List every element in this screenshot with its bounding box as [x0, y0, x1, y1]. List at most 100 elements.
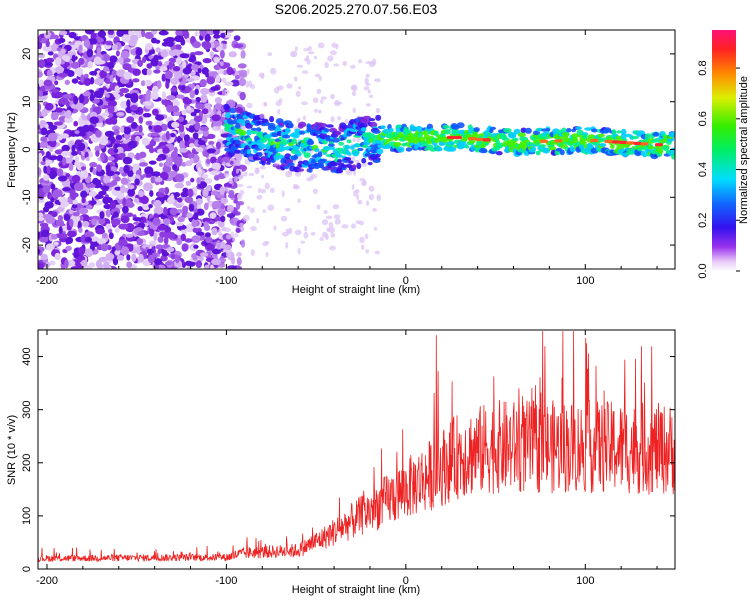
spectrogram-noise-blob: [220, 215, 226, 223]
spectrogram-noise-blob: [214, 97, 222, 104]
spectrogram-noise-blob: [69, 219, 74, 227]
spectrogram-noise-blob: [68, 209, 74, 215]
spectrogram-noise-blob: [148, 160, 157, 165]
spectrogram-noise-blob: [353, 189, 358, 197]
spectrogram-noise-blob: [368, 185, 375, 192]
colorbar-tick-label: 0.6: [697, 111, 709, 126]
spectrogram-noise-blob: [320, 96, 327, 100]
spectrogram-noise-blob: [149, 92, 159, 100]
spectrogram-noise-blob: [341, 224, 349, 229]
spectrogram-noise-blob: [227, 265, 237, 269]
spectrogram-noise-blob: [168, 61, 174, 70]
spectrogram-noise-blob: [178, 124, 185, 133]
spectrogram-signal-blob: [253, 156, 262, 161]
spectrogram-noise-blob: [215, 125, 221, 131]
spectrogram-noise-blob: [49, 44, 59, 52]
spectrogram-signal-blob: [236, 106, 242, 114]
spectrogram-noise-blob: [215, 74, 221, 84]
spectrogram-signal-blob: [502, 137, 510, 141]
spectrogram-noise-blob: [179, 148, 188, 153]
spectrogram-noise-blob: [105, 93, 110, 98]
spectrogram-noise-blob: [91, 218, 97, 226]
spectrogram-noise-blob: [83, 77, 92, 86]
spectrogram-noise-blob: [296, 64, 304, 68]
spectrogram-noise-blob: [235, 228, 241, 233]
spectrogram-noise-blob: [107, 105, 115, 114]
spectrogram-noise-blob: [225, 251, 232, 258]
spectrogram-noise-blob: [89, 71, 98, 76]
spectrogram-noise-blob: [88, 190, 97, 197]
spectrogram-noise-blob: [182, 189, 189, 197]
spectrogram-noise-blob: [71, 203, 78, 209]
spectrogram-noise-blob: [270, 67, 277, 75]
spectrogram-signal-blob: [258, 143, 266, 150]
colorbar-tick-label: 0.8: [697, 60, 709, 75]
spectrogram-signal-blob: [464, 145, 470, 149]
spectrogram-noise-blob: [374, 250, 380, 255]
spectrogram-noise-blob: [195, 96, 201, 103]
spectrogram-noise-blob: [54, 80, 59, 86]
spectrogram-signal-blob: [579, 141, 587, 145]
spectrogram-noise-blob: [205, 178, 213, 184]
spectrogram-signal-blob: [442, 124, 450, 129]
spectrogram-noise-blob: [211, 258, 221, 266]
spectrogram-noise-blob: [143, 182, 153, 191]
spectrogram-noise-blob: [157, 236, 164, 243]
spectrogram-signal-blob: [468, 139, 476, 144]
spectrogram-noise-blob: [118, 223, 129, 230]
spectrogram-noise-blob: [116, 112, 125, 117]
spectrogram-noise-blob: [144, 166, 154, 176]
spectrogram-noise-blob: [156, 80, 162, 89]
spectrogram-noise-blob: [61, 150, 71, 157]
spectrogram-noise-blob: [82, 124, 91, 133]
spectrogram-noise-blob: [175, 203, 183, 209]
spectrogram-signal-blob: [561, 132, 570, 137]
spectrogram-signal-blob: [530, 146, 537, 151]
y-tick-label: 400: [21, 347, 33, 365]
spectrogram-noise-blob: [364, 77, 369, 85]
spectrogram-noise-blob: [257, 188, 262, 193]
spectrogram-signal-blob: [537, 128, 543, 132]
spectrogram-noise-blob: [267, 204, 275, 211]
spectrogram-noise-blob: [77, 220, 82, 230]
spectrogram-noise-blob: [71, 174, 81, 183]
spectrogram-noise-blob: [155, 114, 165, 121]
spectrogram-noise-blob: [236, 201, 245, 206]
spectrogram-noise-blob: [125, 233, 134, 238]
spectrogram-noise-blob: [256, 194, 263, 200]
spectrogram-noise-blob: [246, 185, 253, 189]
spectrogram-signal-blob: [296, 152, 302, 157]
spectrogram-signal-blob: [346, 152, 352, 156]
y-tick-label: -20: [21, 237, 33, 253]
spectrogram-noise-blob: [232, 237, 236, 242]
spectrogram-signal-blob: [648, 145, 655, 150]
spectrogram-noise-blob: [362, 179, 367, 186]
spectrogram-signal-blob: [591, 128, 599, 133]
spectrogram-noise-blob: [329, 245, 336, 251]
spectrogram-noise-blob: [176, 94, 184, 99]
spectrogram-noise-blob: [74, 102, 84, 111]
spectrogram-noise-blob: [146, 68, 152, 76]
spectrogram-noise-blob: [48, 124, 58, 131]
spectrogram-signal-blob: [226, 133, 233, 138]
spectrogram-signal-blob: [644, 133, 651, 140]
spectrogram-noise-blob: [269, 187, 275, 193]
spectrogram-signal-blob: [319, 123, 328, 128]
spectrogram-noise-blob: [364, 233, 369, 240]
spectrogram-noise-blob: [193, 212, 199, 221]
spectrogram-signal-blob: [343, 157, 352, 161]
snr-x-ticks: -200 -100 0 100: [36, 330, 658, 587]
spectrogram-noise-blob: [102, 196, 110, 205]
x-tick-label: 100: [576, 275, 594, 287]
spectrogram-noise-blob: [63, 214, 71, 221]
snr-y-ticks: 0 100 200 300 400: [21, 347, 675, 572]
spectrogram-noise-blob: [109, 74, 114, 83]
spectrogram-noise-blob: [130, 94, 139, 103]
spectrogram-noise-blob: [54, 57, 62, 66]
spectrogram-noise-blob: [87, 37, 98, 45]
spectrogram-signal-blob: [372, 129, 381, 134]
spectrogram-noise-blob: [181, 30, 189, 35]
spectrogram-noise-blob: [210, 190, 219, 196]
spectrogram-noise-blob: [151, 30, 158, 35]
spectrogram-noise-blob: [57, 215, 64, 222]
